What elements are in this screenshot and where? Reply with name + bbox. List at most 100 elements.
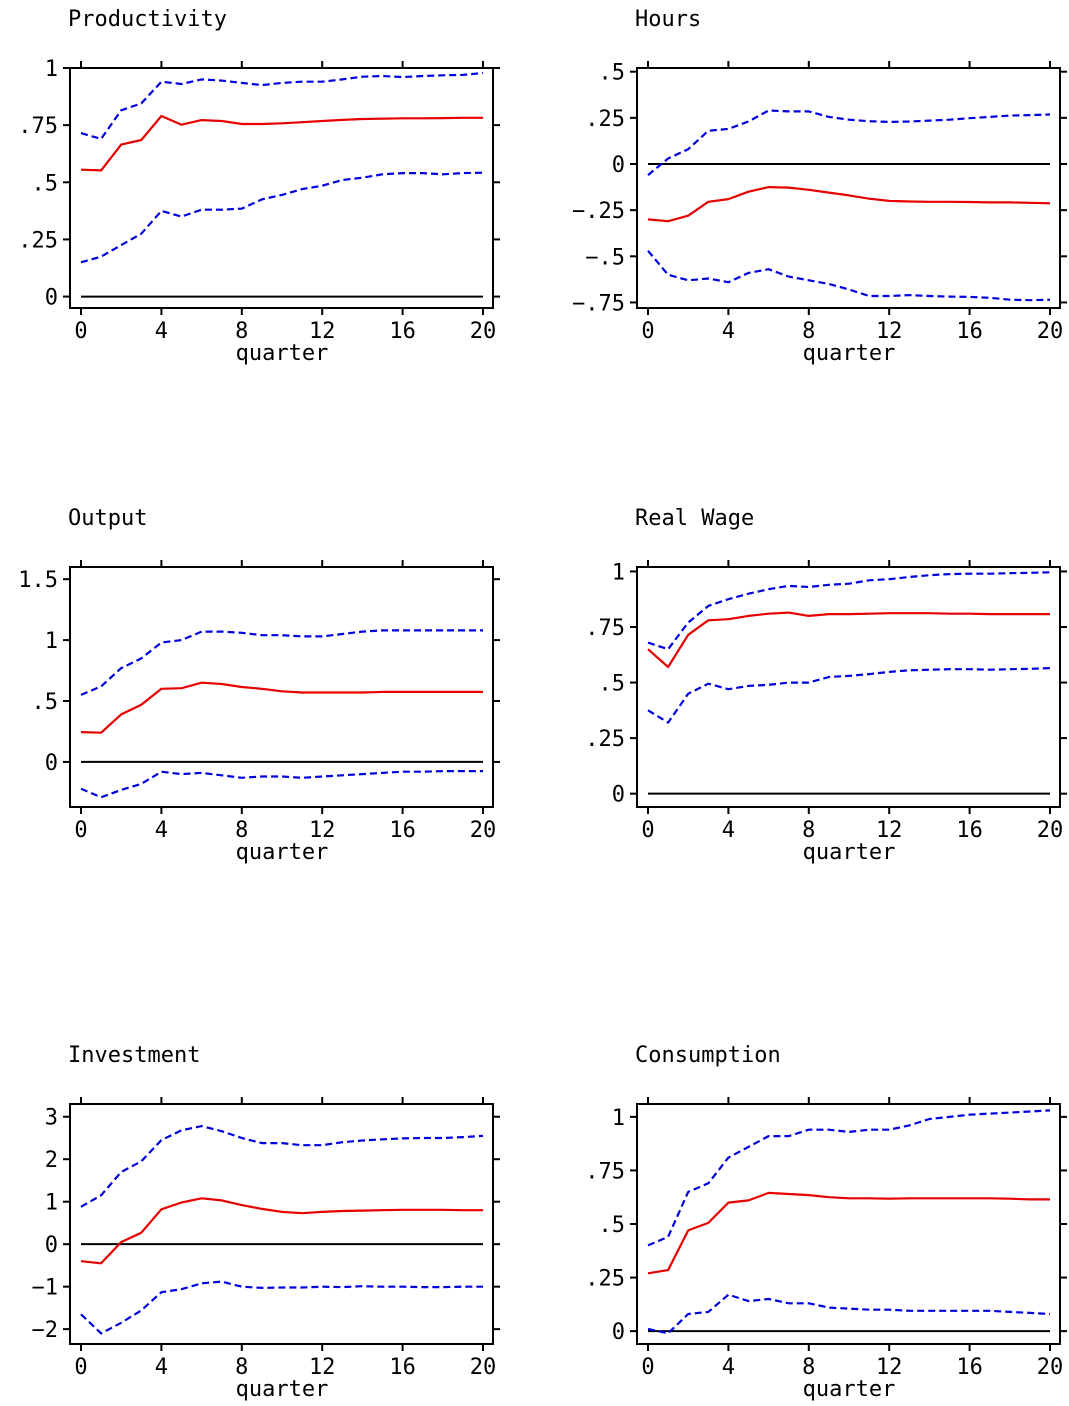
panel-title: Hours (635, 7, 701, 32)
panel-investment: Investment 3 2 1 0 −1 −2 0 4 8 12 16 20 quarter (32, 1043, 500, 1402)
lower-band-line (647, 667, 1051, 724)
lower-band-line (80, 769, 483, 799)
x-tick-label: 8 (802, 818, 815, 843)
y-tick-label: .5 (32, 171, 59, 196)
upper-band-line (80, 1124, 484, 1208)
y-tick-label: .75 (585, 616, 625, 641)
panel-hours: Hours .5 .25 0 −.25 −.5 −.75 0 4 8 12 16 20 quarter (572, 7, 1067, 366)
x-tick-label: 4 (155, 319, 168, 344)
x-tick-label: 0 (74, 818, 87, 843)
y-tick-label: 0 (45, 751, 58, 776)
y-tick-label: −.5 (585, 245, 625, 270)
response-line (647, 611, 1050, 669)
y-tick-label: 1 (612, 560, 625, 585)
plot-frame (636, 1103, 1061, 1345)
y-tick-label: 2 (45, 1148, 58, 1173)
y-tick-label: .25 (18, 228, 58, 253)
response-line (647, 1191, 1050, 1275)
y-tick-label: 1 (45, 1191, 58, 1216)
y-tick-label: 1 (45, 57, 58, 82)
x-axis-label: quarter (803, 840, 896, 865)
x-tick-label: 4 (722, 319, 735, 344)
y-tick-label: 0 (612, 1320, 625, 1345)
x-tick-label: 20 (1037, 1355, 1064, 1380)
x-tick-label: 20 (1037, 319, 1064, 344)
x-tick-label: 20 (1037, 818, 1064, 843)
x-tick-label: 12 (876, 319, 903, 344)
x-tick-label: 12 (876, 818, 903, 843)
x-axis-label: quarter (236, 840, 329, 865)
panel-productivity: Productivity 0 .25 .5 .75 1 0 4 8 12 16 20 quarter (18, 7, 500, 366)
upper-band-line (647, 109, 1051, 176)
x-tick-label: 20 (470, 818, 497, 843)
x-tick-label: 0 (641, 818, 654, 843)
plot-frame (636, 566, 1061, 808)
x-tick-label: 16 (956, 818, 983, 843)
y-tick-label: −1 (32, 1276, 59, 1301)
upper-band-line (80, 71, 484, 140)
x-tick-label: 20 (470, 319, 497, 344)
x-axis-label: quarter (803, 341, 896, 366)
y-tick-label: 1 (612, 1106, 625, 1131)
x-tick-label: 0 (641, 1355, 654, 1380)
y-tick-label: 0 (45, 1233, 58, 1258)
y-tick-label: .5 (599, 1213, 626, 1238)
x-tick-label: 8 (235, 818, 248, 843)
x-tick-label: 0 (74, 319, 87, 344)
panel-title: Consumption (635, 1043, 781, 1068)
y-tick-label: 0 (612, 153, 625, 178)
x-tick-label: 0 (641, 319, 654, 344)
lower-band-line (80, 171, 484, 264)
lower-band-line (647, 250, 1051, 302)
y-tick-label: −.75 (572, 291, 625, 316)
x-tick-label: 4 (722, 1355, 735, 1380)
y-tick-label: .5 (32, 690, 59, 715)
plot-frame (69, 67, 494, 309)
x-tick-label: 12 (309, 818, 336, 843)
y-tick-label: .5 (599, 672, 626, 697)
x-tick-label: 12 (876, 1355, 903, 1380)
panel-title: Investment (68, 1043, 200, 1068)
y-tick-label: 1 (45, 629, 58, 654)
plot-frame (69, 1103, 494, 1345)
y-tick-label: .25 (585, 727, 625, 752)
y-tick-label: .25 (585, 107, 625, 132)
plot-frame (69, 566, 494, 808)
panel-real-wage: Real Wage 0 .25 .5 .75 1 0 4 8 12 16 20 quarter (585, 506, 1067, 865)
upper-band-line (80, 629, 483, 696)
x-axis-label: quarter (236, 341, 329, 366)
x-axis-label: quarter (803, 1377, 896, 1402)
x-tick-label: 4 (155, 1355, 168, 1380)
response-line (647, 186, 1051, 223)
y-tick-label: .75 (585, 1159, 625, 1184)
panel-title: Productivity (68, 7, 227, 32)
x-tick-label: 16 (389, 319, 416, 344)
panel-output: Output 0 .5 1 1.5 0 4 8 12 16 20 quarter (18, 506, 500, 865)
upper-band-line (647, 1109, 1051, 1247)
y-tick-label: .75 (18, 114, 58, 139)
lower-band-line (647, 1293, 1051, 1335)
x-tick-label: 12 (309, 319, 336, 344)
x-tick-label: 8 (802, 319, 815, 344)
y-tick-label: 1.5 (18, 568, 58, 593)
x-tick-label: 0 (74, 1355, 87, 1380)
response-line (80, 681, 483, 734)
x-tick-label: 16 (956, 319, 983, 344)
x-tick-label: 12 (309, 1355, 336, 1380)
y-tick-label: 3 (45, 1106, 58, 1131)
y-tick-label: 0 (612, 783, 625, 808)
y-tick-label: 0 (45, 286, 58, 311)
y-tick-label: −2 (32, 1318, 59, 1343)
x-tick-label: 16 (956, 1355, 983, 1380)
panel-title: Output (68, 506, 147, 531)
response-line (80, 114, 483, 172)
x-axis-label: quarter (236, 1377, 329, 1402)
x-tick-label: 16 (389, 818, 416, 843)
response-line (80, 1197, 483, 1265)
panel-consumption: Consumption 0 .25 .5 .75 1 0 4 8 12 16 20 quarter (585, 1043, 1067, 1402)
x-tick-label: 4 (155, 818, 168, 843)
x-tick-label: 4 (722, 818, 735, 843)
lower-band-line (80, 1280, 483, 1335)
x-tick-label: 8 (235, 319, 248, 344)
